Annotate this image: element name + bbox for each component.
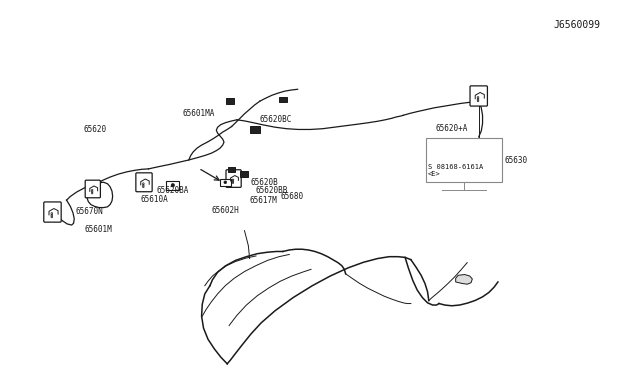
Bar xyxy=(241,171,248,177)
Text: 65620BB: 65620BB xyxy=(256,186,289,195)
Text: 65610A: 65610A xyxy=(141,195,168,203)
Text: 65630: 65630 xyxy=(504,156,527,165)
Text: 65670N: 65670N xyxy=(76,207,103,216)
Text: 65601M: 65601M xyxy=(84,225,112,234)
Text: 65601MA: 65601MA xyxy=(182,109,215,118)
Bar xyxy=(250,126,260,133)
Bar xyxy=(227,98,234,104)
Text: 65620BC: 65620BC xyxy=(259,115,292,124)
FancyBboxPatch shape xyxy=(44,202,61,222)
Bar xyxy=(166,181,179,190)
Text: 65620+A: 65620+A xyxy=(435,124,468,133)
Bar xyxy=(220,179,230,186)
Polygon shape xyxy=(456,275,472,284)
FancyBboxPatch shape xyxy=(226,170,241,187)
Bar xyxy=(426,138,502,182)
Text: 65620BA: 65620BA xyxy=(157,186,189,195)
Circle shape xyxy=(224,181,227,184)
Text: 65620: 65620 xyxy=(83,125,106,134)
Text: 65620B: 65620B xyxy=(251,178,278,187)
FancyBboxPatch shape xyxy=(470,86,488,106)
Text: 65617M: 65617M xyxy=(250,196,277,205)
Text: 65680: 65680 xyxy=(280,192,303,201)
Text: J6560099: J6560099 xyxy=(554,20,600,30)
Bar xyxy=(228,167,236,172)
Bar xyxy=(279,97,287,103)
Text: S 08168-6161A
<E>: S 08168-6161A <E> xyxy=(428,164,483,177)
Text: 65602H: 65602H xyxy=(211,206,239,215)
Circle shape xyxy=(171,184,175,187)
FancyBboxPatch shape xyxy=(85,180,100,198)
FancyBboxPatch shape xyxy=(136,173,152,192)
